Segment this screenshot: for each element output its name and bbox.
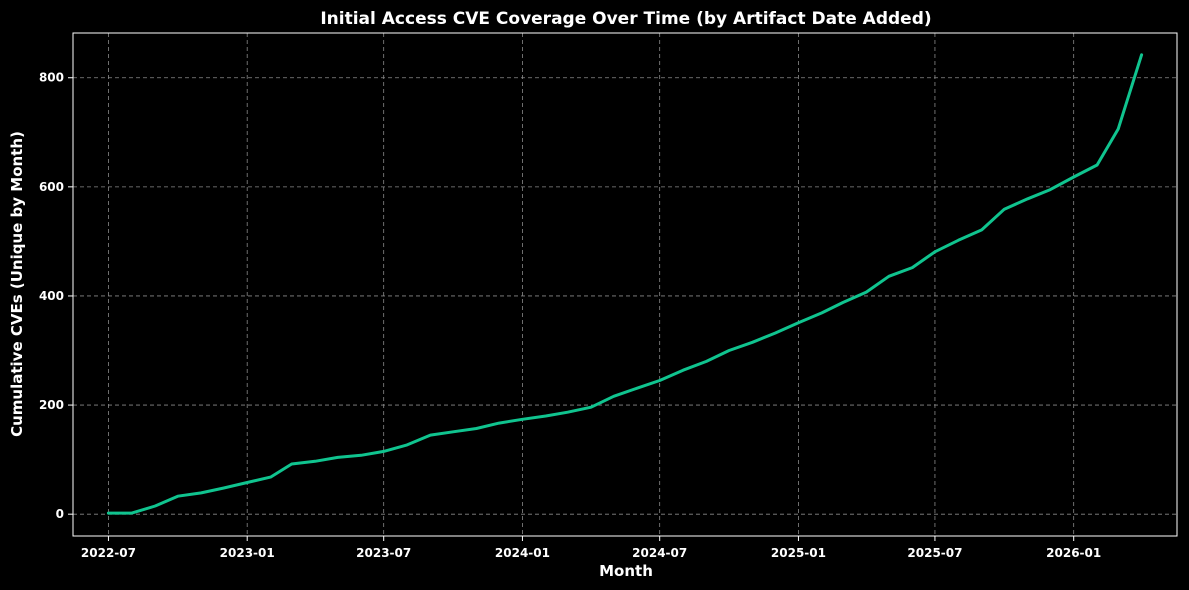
y-tick-label: 200 [39, 398, 64, 412]
x-tick-label: 2023-07 [356, 546, 411, 560]
x-tick-label: 2026-01 [1046, 546, 1101, 560]
x-axis-label: Month [599, 562, 653, 580]
x-tick-label: 2023-01 [220, 546, 275, 560]
x-tick-label: 2024-07 [632, 546, 687, 560]
y-tick-label: 800 [39, 71, 64, 85]
series-layer [106, 53, 1144, 515]
series-line-0 [106, 53, 1144, 515]
chart-title: Initial Access CVE Coverage Over Time (b… [320, 9, 931, 29]
y-tick-label: 0 [56, 507, 64, 521]
gridlines [73, 33, 1177, 536]
x-tick-label: 2025-07 [907, 546, 962, 560]
y-axis-ticks: 0 200 400 600 800 [39, 71, 73, 521]
x-tick-label: 2024-01 [495, 546, 550, 560]
x-axis-ticks: 2022-07 2023-01 2023-07 2024-01 2024-07 2025-… [81, 536, 1101, 560]
y-tick-label: 400 [39, 289, 64, 303]
y-tick-label: 600 [39, 180, 64, 194]
plot-frame [72, 32, 1178, 537]
x-tick-label: 2022-07 [81, 546, 136, 560]
y-axis-label: Cumulative CVEs (Unique by Month) [8, 131, 26, 437]
x-tick-label: 2025-01 [771, 546, 826, 560]
